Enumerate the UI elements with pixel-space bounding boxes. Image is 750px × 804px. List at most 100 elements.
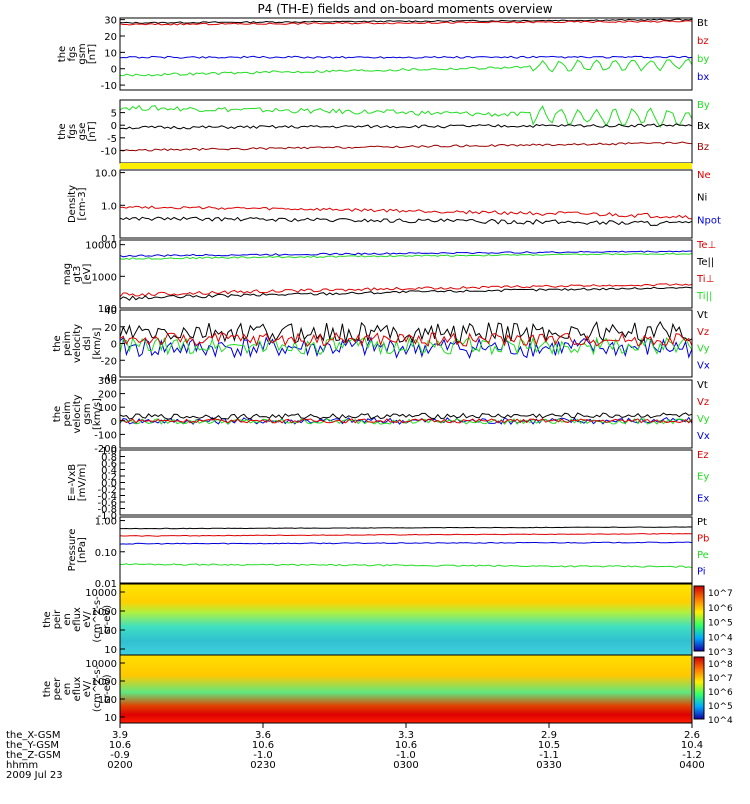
date-label: 2009 Jul 23 bbox=[6, 770, 63, 781]
y-axis-label: the bbox=[52, 335, 63, 351]
y-tick-label: 1000 bbox=[92, 272, 117, 283]
legend-Vt: Vt bbox=[697, 380, 708, 391]
spectrogram-peer-eflux bbox=[120, 655, 692, 723]
panel-frame-pressure bbox=[119, 516, 693, 584]
y-tick-label: 1000 bbox=[92, 607, 117, 618]
y-axis-label: eflux bbox=[72, 607, 83, 632]
legend-Vy: Vy bbox=[697, 344, 710, 355]
series-line-Vt bbox=[119, 412, 693, 420]
y-tick-label: -40 bbox=[101, 373, 117, 384]
series-line-Ti|| bbox=[119, 252, 693, 261]
y-tick-label: 20 bbox=[104, 323, 117, 334]
series-line-Ti⊥ bbox=[119, 250, 693, 258]
panel-background-efield bbox=[120, 450, 692, 515]
y-tick-label: 100 bbox=[98, 626, 117, 637]
x-row-label: the_X-GSM bbox=[6, 730, 60, 741]
legend-Ne: Ne bbox=[697, 170, 711, 181]
y-tick-label: 10 bbox=[104, 48, 117, 59]
series-line-by bbox=[119, 58, 693, 77]
y-tick-label: -0.8 bbox=[97, 505, 117, 516]
y-axis-label: mag bbox=[62, 263, 73, 285]
x-tick-label: -1.2 bbox=[682, 750, 702, 761]
panel-background-peim-dsl bbox=[120, 310, 692, 377]
y-axis-label: (cm^2-s- bbox=[92, 665, 103, 712]
y-tick-label: 1.0 bbox=[101, 446, 117, 457]
y-axis-label: gsm bbox=[77, 43, 88, 64]
y-tick-label: 10000 bbox=[85, 659, 117, 670]
y-axis-label: [km/s] bbox=[92, 327, 103, 359]
y-axis-label: sr-eV) bbox=[102, 674, 113, 703]
legend-Pb: Pb bbox=[697, 534, 709, 545]
legend-Vy: Vy bbox=[697, 414, 710, 425]
y-tick-label: -0.4 bbox=[97, 492, 117, 503]
y-tick-label: 0 bbox=[111, 417, 117, 428]
y-tick-label: -1.0 bbox=[97, 511, 117, 522]
y-axis-label: dsl bbox=[82, 336, 93, 350]
y-tick-label: 0.01 bbox=[95, 579, 117, 590]
y-axis-label: Density bbox=[67, 185, 78, 223]
y-axis-label: sr-eV) bbox=[102, 605, 113, 634]
legend-Pt: Pt bbox=[697, 517, 707, 528]
y-tick-label: 0.0 bbox=[101, 479, 117, 490]
legend-Ti||: Ti|| bbox=[696, 291, 712, 302]
legend-Ex: Ex bbox=[697, 493, 709, 504]
legend-Vt: Vt bbox=[697, 310, 708, 321]
y-tick-label: 0.6 bbox=[101, 459, 117, 470]
y-axis-label: Pressure bbox=[67, 529, 78, 572]
legend-By: By bbox=[697, 100, 710, 111]
x-tick-label: 0330 bbox=[536, 760, 561, 771]
x-tick-label: 3.3 bbox=[398, 730, 414, 741]
x-tick-label: 0230 bbox=[250, 760, 275, 771]
y-axis-label: fgs bbox=[67, 46, 78, 61]
colorbar-tick-label: 10^3 bbox=[708, 648, 733, 658]
x-tick-label: -0.9 bbox=[110, 750, 130, 761]
legend-Pe: Pe bbox=[697, 550, 709, 561]
y-axis-label: eV/ bbox=[82, 680, 93, 697]
series-line-Bx bbox=[119, 123, 693, 130]
panel-background-fgs-gsm bbox=[120, 18, 692, 90]
legend-Ey: Ey bbox=[697, 472, 709, 483]
y-tick-label: -100 bbox=[94, 430, 117, 441]
y-tick-label: 0.8 bbox=[101, 453, 117, 464]
y-tick-label: 0 bbox=[111, 121, 117, 132]
y-axis-label: (cm^2-s- bbox=[92, 596, 103, 643]
colorbar-peir-eflux bbox=[693, 585, 705, 652]
x-tick-label: -1.0 bbox=[396, 750, 416, 761]
y-axis-label: [nT] bbox=[87, 44, 98, 64]
y-axis-label: gse bbox=[77, 123, 88, 141]
panel-background-peim-gsm bbox=[120, 380, 692, 448]
y-axis-label: E=-VxB bbox=[67, 464, 78, 501]
y-tick-label: 30 bbox=[104, 16, 117, 27]
x-tick-label: -1.0 bbox=[253, 750, 273, 761]
legend-by: by bbox=[697, 54, 709, 65]
y-axis-label: velocity bbox=[72, 324, 83, 363]
series-line-Pb bbox=[119, 532, 693, 537]
series-line-Vt bbox=[119, 320, 693, 344]
series-line-Vy bbox=[119, 336, 693, 356]
y-tick-label: 10000 bbox=[85, 241, 117, 252]
series-line-Te⊥ bbox=[119, 283, 693, 298]
series-line-Vy bbox=[119, 418, 693, 425]
y-axis-label: peim bbox=[62, 331, 73, 356]
x-row-label: the_Z-GSM bbox=[6, 750, 61, 761]
x-tick-label: 3.6 bbox=[255, 730, 271, 741]
flag-bar bbox=[120, 163, 692, 169]
x-tick-label: 10.6 bbox=[395, 740, 417, 751]
x-tick-label: 10.6 bbox=[109, 740, 131, 751]
panel-frame-density bbox=[119, 169, 693, 239]
y-tick-label: 10 bbox=[104, 713, 117, 724]
y-tick-label: 40 bbox=[104, 306, 117, 317]
series-line-Pe bbox=[119, 563, 693, 569]
x-tick-label: 3.9 bbox=[112, 730, 128, 741]
legend-Ti⊥: Ti⊥ bbox=[696, 274, 714, 285]
series-line-Bz bbox=[119, 141, 693, 152]
y-axis-label: eflux bbox=[72, 677, 83, 702]
legend-Vz: Vz bbox=[697, 327, 709, 338]
legend-bz: bz bbox=[697, 36, 709, 47]
y-axis-label: [km/s] bbox=[92, 398, 103, 430]
y-axis-label: eV/ bbox=[82, 611, 93, 628]
panel-frame-peim-gsm bbox=[119, 379, 693, 449]
y-tick-label: 20 bbox=[104, 32, 117, 43]
